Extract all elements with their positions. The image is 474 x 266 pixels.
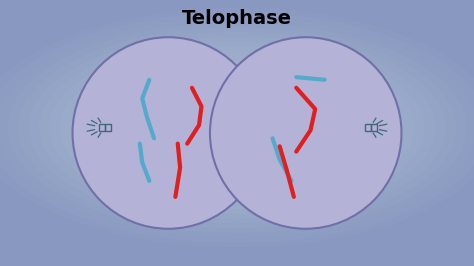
Bar <box>371 124 376 131</box>
Bar <box>99 124 105 131</box>
Bar <box>105 124 111 131</box>
Ellipse shape <box>73 37 264 229</box>
Ellipse shape <box>210 37 401 229</box>
Text: Telophase: Telophase <box>182 9 292 28</box>
Bar <box>365 124 371 131</box>
